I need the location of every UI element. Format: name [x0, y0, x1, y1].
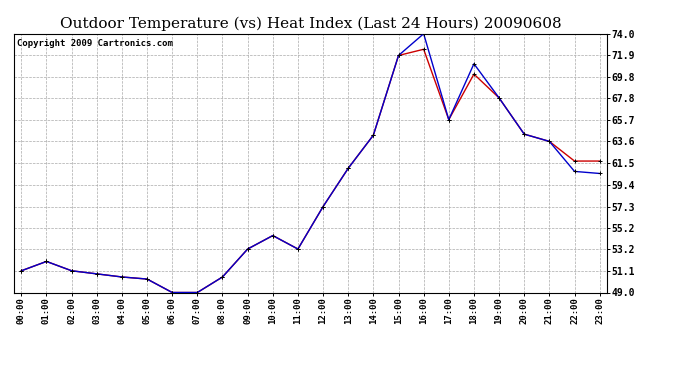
Title: Outdoor Temperature (vs) Heat Index (Last 24 Hours) 20090608: Outdoor Temperature (vs) Heat Index (Las… — [60, 17, 561, 31]
Text: Copyright 2009 Cartronics.com: Copyright 2009 Cartronics.com — [17, 39, 172, 48]
